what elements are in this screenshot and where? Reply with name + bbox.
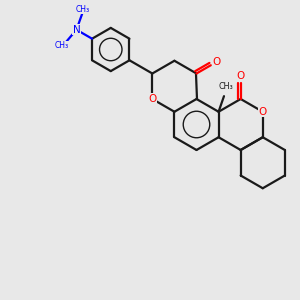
Text: N: N	[73, 25, 80, 35]
Text: O: O	[236, 71, 245, 81]
Text: CH₃: CH₃	[76, 5, 90, 14]
Text: CH₃: CH₃	[218, 82, 233, 91]
Text: O: O	[212, 57, 220, 67]
Text: O: O	[148, 94, 157, 104]
Text: CH₃: CH₃	[55, 41, 69, 50]
Text: O: O	[259, 107, 267, 117]
